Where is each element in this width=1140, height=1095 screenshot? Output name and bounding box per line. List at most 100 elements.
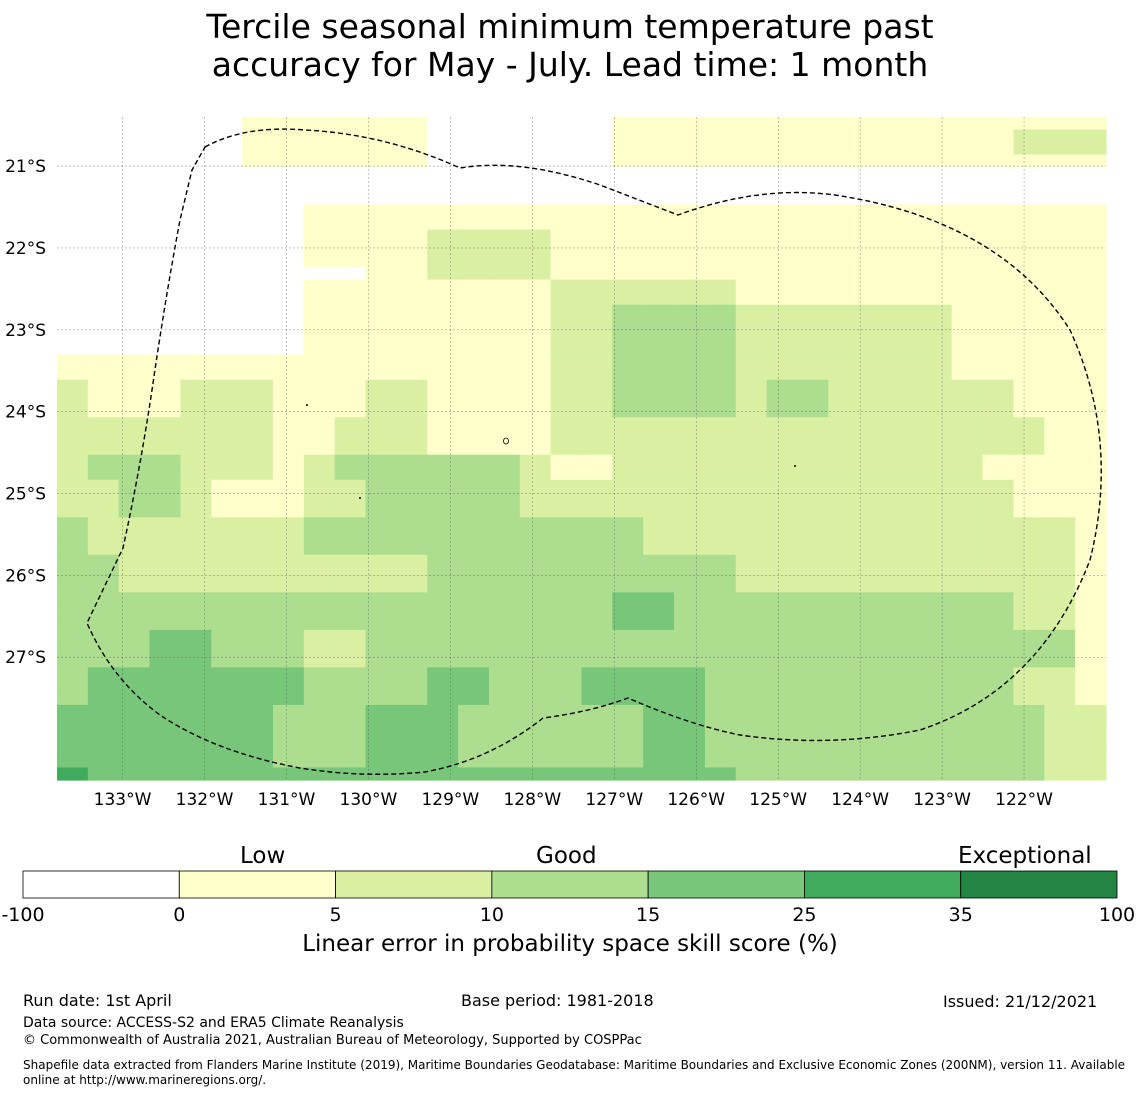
skill-cell <box>365 529 397 543</box>
skill-cell <box>643 279 675 293</box>
skill-cell <box>519 392 552 406</box>
skill-cell <box>334 117 367 131</box>
skill-cell <box>643 142 675 156</box>
skill-cell <box>458 692 490 706</box>
skill-cell <box>1013 204 1045 218</box>
skill-cell <box>674 142 706 156</box>
colorbar-swatch <box>335 870 493 899</box>
skill-cell <box>766 217 799 231</box>
skill-cell <box>704 579 737 593</box>
skill-cell <box>735 654 768 669</box>
skill-cell <box>550 329 583 343</box>
skill-cell <box>982 354 1015 368</box>
skill-cell <box>242 592 274 606</box>
skill-cell <box>242 467 274 481</box>
skill-cell <box>1013 192 1045 206</box>
skill-cell <box>242 754 274 769</box>
skill-cell <box>118 642 151 656</box>
skill-cell <box>519 417 552 431</box>
skill-cell <box>1013 679 1045 694</box>
skill-cell <box>766 717 799 731</box>
skill-cell <box>118 679 151 694</box>
skill-cell <box>859 267 891 281</box>
skill-cell <box>1044 142 1076 156</box>
skill-cell <box>581 354 613 368</box>
skill-cell <box>242 392 274 406</box>
skill-cell <box>488 554 521 568</box>
skill-cell <box>334 354 367 368</box>
skill-cell <box>581 592 613 606</box>
skill-cell <box>334 667 367 681</box>
skill-cell <box>766 629 799 643</box>
skill-cell <box>365 542 397 556</box>
skill-cell <box>519 267 552 281</box>
skill-cell <box>458 479 490 493</box>
skill-cell <box>1044 479 1076 493</box>
skill-cell <box>118 154 151 168</box>
skill-cell <box>334 204 367 218</box>
skill-cell <box>458 417 490 431</box>
skill-cell <box>211 229 243 243</box>
skill-cell <box>1075 729 1107 744</box>
skill-cell <box>272 767 305 781</box>
skill-cell <box>982 604 1015 618</box>
skill-cell <box>859 229 891 243</box>
skill-cell <box>57 329 89 343</box>
skill-cells <box>57 117 1107 781</box>
skill-cell <box>859 367 891 381</box>
skill-cell <box>57 142 89 156</box>
skill-cell <box>303 392 336 406</box>
skill-cell <box>550 279 583 293</box>
skill-cell <box>118 467 151 481</box>
skill-cell <box>334 554 367 568</box>
chart-title: Tercile seasonal minimum temperature pas… <box>0 8 1140 84</box>
skill-cell <box>458 317 490 331</box>
skill-cell <box>643 529 675 543</box>
skill-cell <box>1075 542 1107 556</box>
skill-cell <box>519 704 552 719</box>
skill-cell <box>488 467 521 481</box>
skill-cell <box>920 529 953 543</box>
skill-cell <box>118 617 151 631</box>
skill-cell <box>581 379 613 393</box>
skill-cell <box>890 392 922 406</box>
skill-cell <box>519 642 552 656</box>
skill-cell <box>149 467 182 481</box>
skill-cell <box>396 267 428 281</box>
skill-cell <box>550 292 583 306</box>
skill-cell <box>180 429 212 443</box>
skill-cell <box>674 267 706 281</box>
skill-cell <box>550 692 583 706</box>
skill-cell <box>242 254 274 268</box>
skill-cell <box>149 542 182 556</box>
skill-cell <box>1044 417 1076 431</box>
skill-cell <box>859 504 891 518</box>
skill-cell <box>303 567 336 581</box>
skill-cell <box>612 292 644 306</box>
skill-cell <box>242 242 274 256</box>
longitude-labels: 133°W 132°W 131°W 130°W 129°W 128°W 127°W 126°W… <box>94 790 1053 810</box>
skill-cell <box>797 492 829 506</box>
skill-cell <box>890 129 922 143</box>
skill-cell <box>57 767 89 781</box>
skill-cell <box>859 304 891 318</box>
skill-cell <box>396 354 428 368</box>
skill-cell <box>180 567 212 581</box>
skill-cell <box>797 529 829 543</box>
skill-cell <box>1044 179 1076 193</box>
skill-cell <box>303 217 336 231</box>
skill-cell <box>920 654 953 669</box>
skill-cell <box>211 504 243 518</box>
skill-cell <box>828 367 860 381</box>
skill-cell <box>87 267 120 281</box>
skill-cell <box>735 667 768 681</box>
skill-cell <box>118 629 151 643</box>
skill-cell <box>704 742 737 756</box>
skill-cell <box>458 767 490 781</box>
skill-cell <box>1013 692 1045 706</box>
skill-cell <box>920 192 953 206</box>
skill-cell <box>272 317 305 331</box>
skill-cell <box>612 317 644 331</box>
skill-cell <box>519 542 552 556</box>
skill-cell <box>735 229 768 243</box>
